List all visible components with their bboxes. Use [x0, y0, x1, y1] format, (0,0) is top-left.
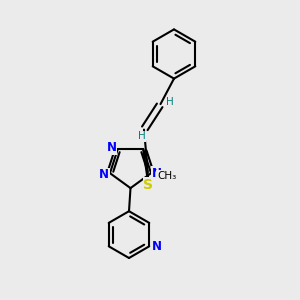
- Text: N: N: [152, 240, 162, 253]
- Text: H: H: [166, 97, 174, 107]
- Text: CH₃: CH₃: [157, 171, 176, 181]
- Text: N: N: [99, 168, 109, 181]
- Text: N: N: [152, 167, 161, 180]
- Text: H: H: [138, 131, 146, 141]
- Text: N: N: [107, 141, 117, 154]
- Text: S: S: [143, 178, 154, 192]
